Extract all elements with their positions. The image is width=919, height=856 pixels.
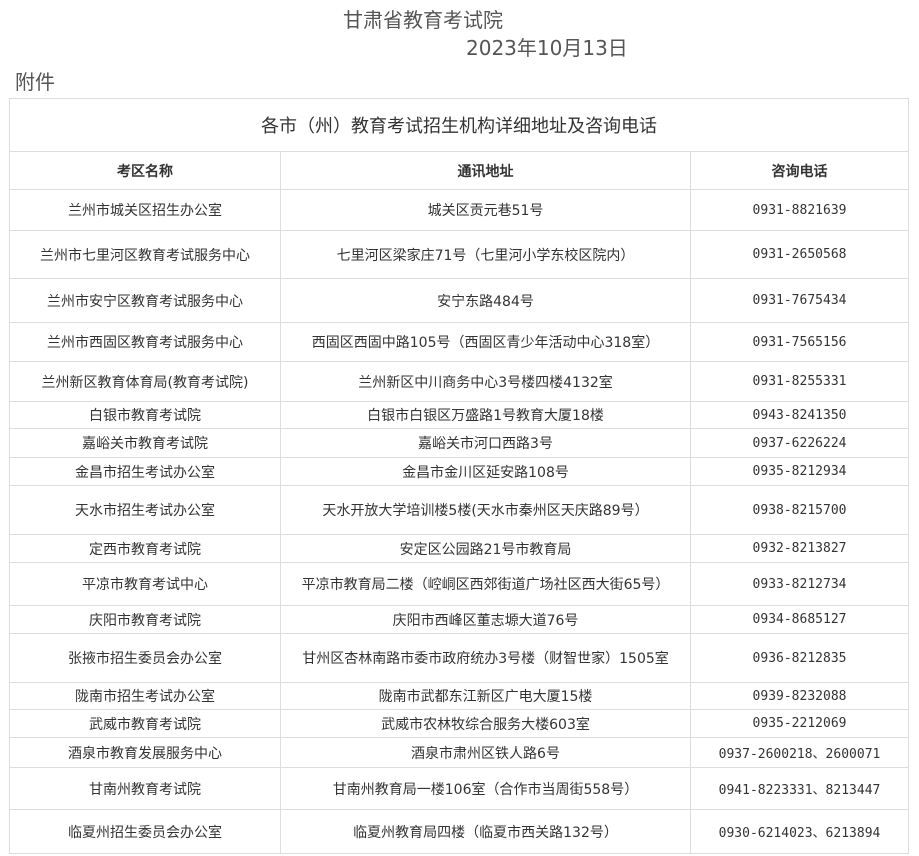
table-header-row: 考区名称 通讯地址 咨询电话 <box>9 151 910 190</box>
address-cell: 七里河区梁家庄71号（七里河小学东校区院内） <box>280 230 691 279</box>
exam-area-name-cell: 兰州市西固区教育考试服务中心 <box>9 322 281 362</box>
address-cell: 庆阳市西峰区董志塬大道76号 <box>280 605 691 634</box>
phone-cell: 0939-8232088 <box>689 682 910 710</box>
address-cell: 嘉峪关市河口西路3号 <box>280 428 691 458</box>
phone-cell: 0935-2212069 <box>689 709 910 738</box>
address-cell: 武威市农林牧综合服务大楼603室 <box>280 709 691 738</box>
table-row: 嘉峪关市教育考试院 嘉峪关市河口西路3号 0937-6226224 <box>9 428 910 458</box>
exam-area-name-cell: 嘉峪关市教育考试院 <box>9 428 281 458</box>
phone-cell: 0931-7675434 <box>689 278 910 323</box>
exam-area-name-cell: 定西市教育考试院 <box>9 534 281 563</box>
phone-cell: 0931-2650568 <box>689 230 910 279</box>
table-row: 武威市教育考试院 武威市农林牧综合服务大楼603室 0935-2212069 <box>9 709 910 738</box>
exam-area-name-cell: 兰州市七里河区教育考试服务中心 <box>9 230 281 279</box>
exam-area-name-cell: 张掖市招生委员会办公室 <box>9 633 281 683</box>
phone-cell: 0941-8223331、8213447 <box>689 767 910 810</box>
address-cell: 西固区西固中路105号（西固区青少年活动中心318室） <box>280 322 691 362</box>
table-row: 兰州市西固区教育考试服务中心 西固区西固中路105号（西固区青少年活动中心318室… <box>9 322 910 362</box>
phone-cell: 0931-8821639 <box>689 189 910 231</box>
table-title: 各市（州）教育考试招生机构详细地址及咨询电话 <box>8 98 910 152</box>
exam-area-name-cell: 金昌市招生考试办公室 <box>9 457 281 486</box>
table-row: 平凉市教育考试中心 平凉市教育局二楼（崆峒区西郊街道广场社区西大街65号） 0933… <box>9 562 910 606</box>
phone-cell: 0935-8212934 <box>689 457 910 486</box>
exam-area-name-cell: 酒泉市教育发展服务中心 <box>9 737 281 768</box>
phone-cell: 0938-8215700 <box>689 485 910 535</box>
phone-cell: 0934-8685127 <box>689 605 910 634</box>
address-cell: 平凉市教育局二楼（崆峒区西郊街道广场社区西大街65号） <box>280 562 691 606</box>
exam-area-name-cell: 兰州新区教育体育局(教育考试院) <box>9 361 281 402</box>
exam-area-name-cell: 兰州市城关区招生办公室 <box>9 189 281 231</box>
table-row: 定西市教育考试院 安定区公园路21号市教育局 0932-8213827 <box>9 534 910 563</box>
table-row: 兰州市城关区招生办公室 城关区贡元巷51号 0931-8821639 <box>9 189 910 231</box>
table-row: 酒泉市教育发展服务中心 酒泉市肃州区铁人路6号 0937-2600218、26000… <box>9 737 910 768</box>
contacts-table: 各市（州）教育考试招生机构详细地址及咨询电话 考区名称 通讯地址 咨询电话 兰州… <box>8 98 910 854</box>
address-cell: 金昌市金川区延安路108号 <box>280 457 691 486</box>
table-row: 张掖市招生委员会办公室 甘州区杏林南路市委市政府统办3号楼（财智世家）1505室 0… <box>9 633 910 683</box>
table-row: 兰州市安宁区教育考试服务中心 安宁东路484号 0931-7675434 <box>9 278 910 323</box>
exam-area-name-cell: 庆阳市教育考试院 <box>9 605 281 634</box>
exam-area-name-cell: 陇南市招生考试办公室 <box>9 682 281 710</box>
table-row: 金昌市招生考试办公室 金昌市金川区延安路108号 0935-8212934 <box>9 457 910 486</box>
phone-cell: 0936-8212835 <box>689 633 910 683</box>
exam-area-name-cell: 甘南州教育考试院 <box>9 767 281 810</box>
column-header-phone: 咨询电话 <box>689 151 910 190</box>
table-row: 兰州市七里河区教育考试服务中心 七里河区梁家庄71号（七里河小学东校区院内） 093… <box>9 230 910 279</box>
exam-area-name-cell: 兰州市安宁区教育考试服务中心 <box>9 278 281 323</box>
address-cell: 兰州新区中川商务中心3号楼四楼4132室 <box>280 361 691 402</box>
table-row: 天水市招生考试办公室 天水开放大学培训楼5楼(天水市秦州区天庆路89号） 0938-… <box>9 485 910 535</box>
table-row: 庆阳市教育考试院 庆阳市西峰区董志塬大道76号 0934-8685127 <box>9 605 910 634</box>
phone-cell: 0943-8241350 <box>689 401 910 429</box>
phone-cell: 0937-6226224 <box>689 428 910 458</box>
table-title-row: 各市（州）教育考试招生机构详细地址及咨询电话 <box>8 98 910 152</box>
exam-area-name-cell: 平凉市教育考试中心 <box>9 562 281 606</box>
phone-cell: 0932-8213827 <box>689 534 910 563</box>
exam-area-name-cell: 天水市招生考试办公室 <box>9 485 281 535</box>
address-cell: 白银市白银区万盛路1号教育大厦18楼 <box>280 401 691 429</box>
exam-area-name-cell: 临夏州招生委员会办公室 <box>9 809 281 854</box>
table-row: 甘南州教育考试院 甘南州教育局一楼106室（合作市当周街558号） 0941-822… <box>9 767 910 810</box>
column-header-name: 考区名称 <box>9 151 281 190</box>
phone-cell: 0931-8255331 <box>689 361 910 402</box>
table-row: 临夏州招生委员会办公室 临夏州教育局四楼（临夏市西关路132号） 0930-6214… <box>9 809 910 854</box>
address-cell: 天水开放大学培训楼5楼(天水市秦州区天庆路89号） <box>280 485 691 535</box>
address-cell: 城关区贡元巷51号 <box>280 189 691 231</box>
address-cell: 安宁东路484号 <box>280 278 691 323</box>
address-cell: 安定区公园路21号市教育局 <box>280 534 691 563</box>
exam-area-name-cell: 武威市教育考试院 <box>9 709 281 738</box>
table-row: 陇南市招生考试办公室 陇南市武都东江新区广电大厦15楼 0939-8232088 <box>9 682 910 710</box>
address-cell: 甘南州教育局一楼106室（合作市当周街558号） <box>280 767 691 810</box>
table-row: 白银市教育考试院 白银市白银区万盛路1号教育大厦18楼 0943-8241350 <box>9 401 910 429</box>
address-cell: 陇南市武都东江新区广电大厦15楼 <box>280 682 691 710</box>
address-cell: 酒泉市肃州区铁人路6号 <box>280 737 691 768</box>
address-cell: 甘州区杏林南路市委市政府统办3号楼（财智世家）1505室 <box>280 633 691 683</box>
phone-cell: 0937-2600218、2600071 <box>689 737 910 768</box>
phone-cell: 0933-8212734 <box>689 562 910 606</box>
address-cell: 临夏州教育局四楼（临夏市西关路132号） <box>280 809 691 854</box>
column-header-address: 通讯地址 <box>280 151 691 190</box>
organization-name: 甘肃省教育考试院 <box>343 8 503 32</box>
attachment-label: 附件 <box>15 70 55 94</box>
table-row: 兰州新区教育体育局(教育考试院) 兰州新区中川商务中心3号楼四楼4132室 0931… <box>9 361 910 402</box>
phone-cell: 0931-7565156 <box>689 322 910 362</box>
publish-date: 2023年10月13日 <box>466 36 628 60</box>
exam-area-name-cell: 白银市教育考试院 <box>9 401 281 429</box>
phone-cell: 0930-6214023、6213894 <box>689 809 910 854</box>
